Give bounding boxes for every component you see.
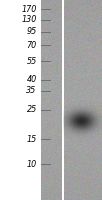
Text: 130: 130 — [21, 16, 37, 24]
Text: 35: 35 — [27, 86, 37, 95]
Text: 25: 25 — [27, 106, 37, 114]
Text: 40: 40 — [27, 75, 37, 84]
Text: 10: 10 — [27, 160, 37, 169]
Text: 170: 170 — [21, 4, 37, 14]
Text: 95: 95 — [27, 27, 37, 36]
Text: 55: 55 — [27, 56, 37, 66]
Text: 70: 70 — [27, 40, 37, 49]
Bar — [41, 0, 63, 200]
Text: 15: 15 — [27, 134, 37, 144]
Bar — [0, 0, 41, 200]
Bar — [63, 0, 102, 200]
